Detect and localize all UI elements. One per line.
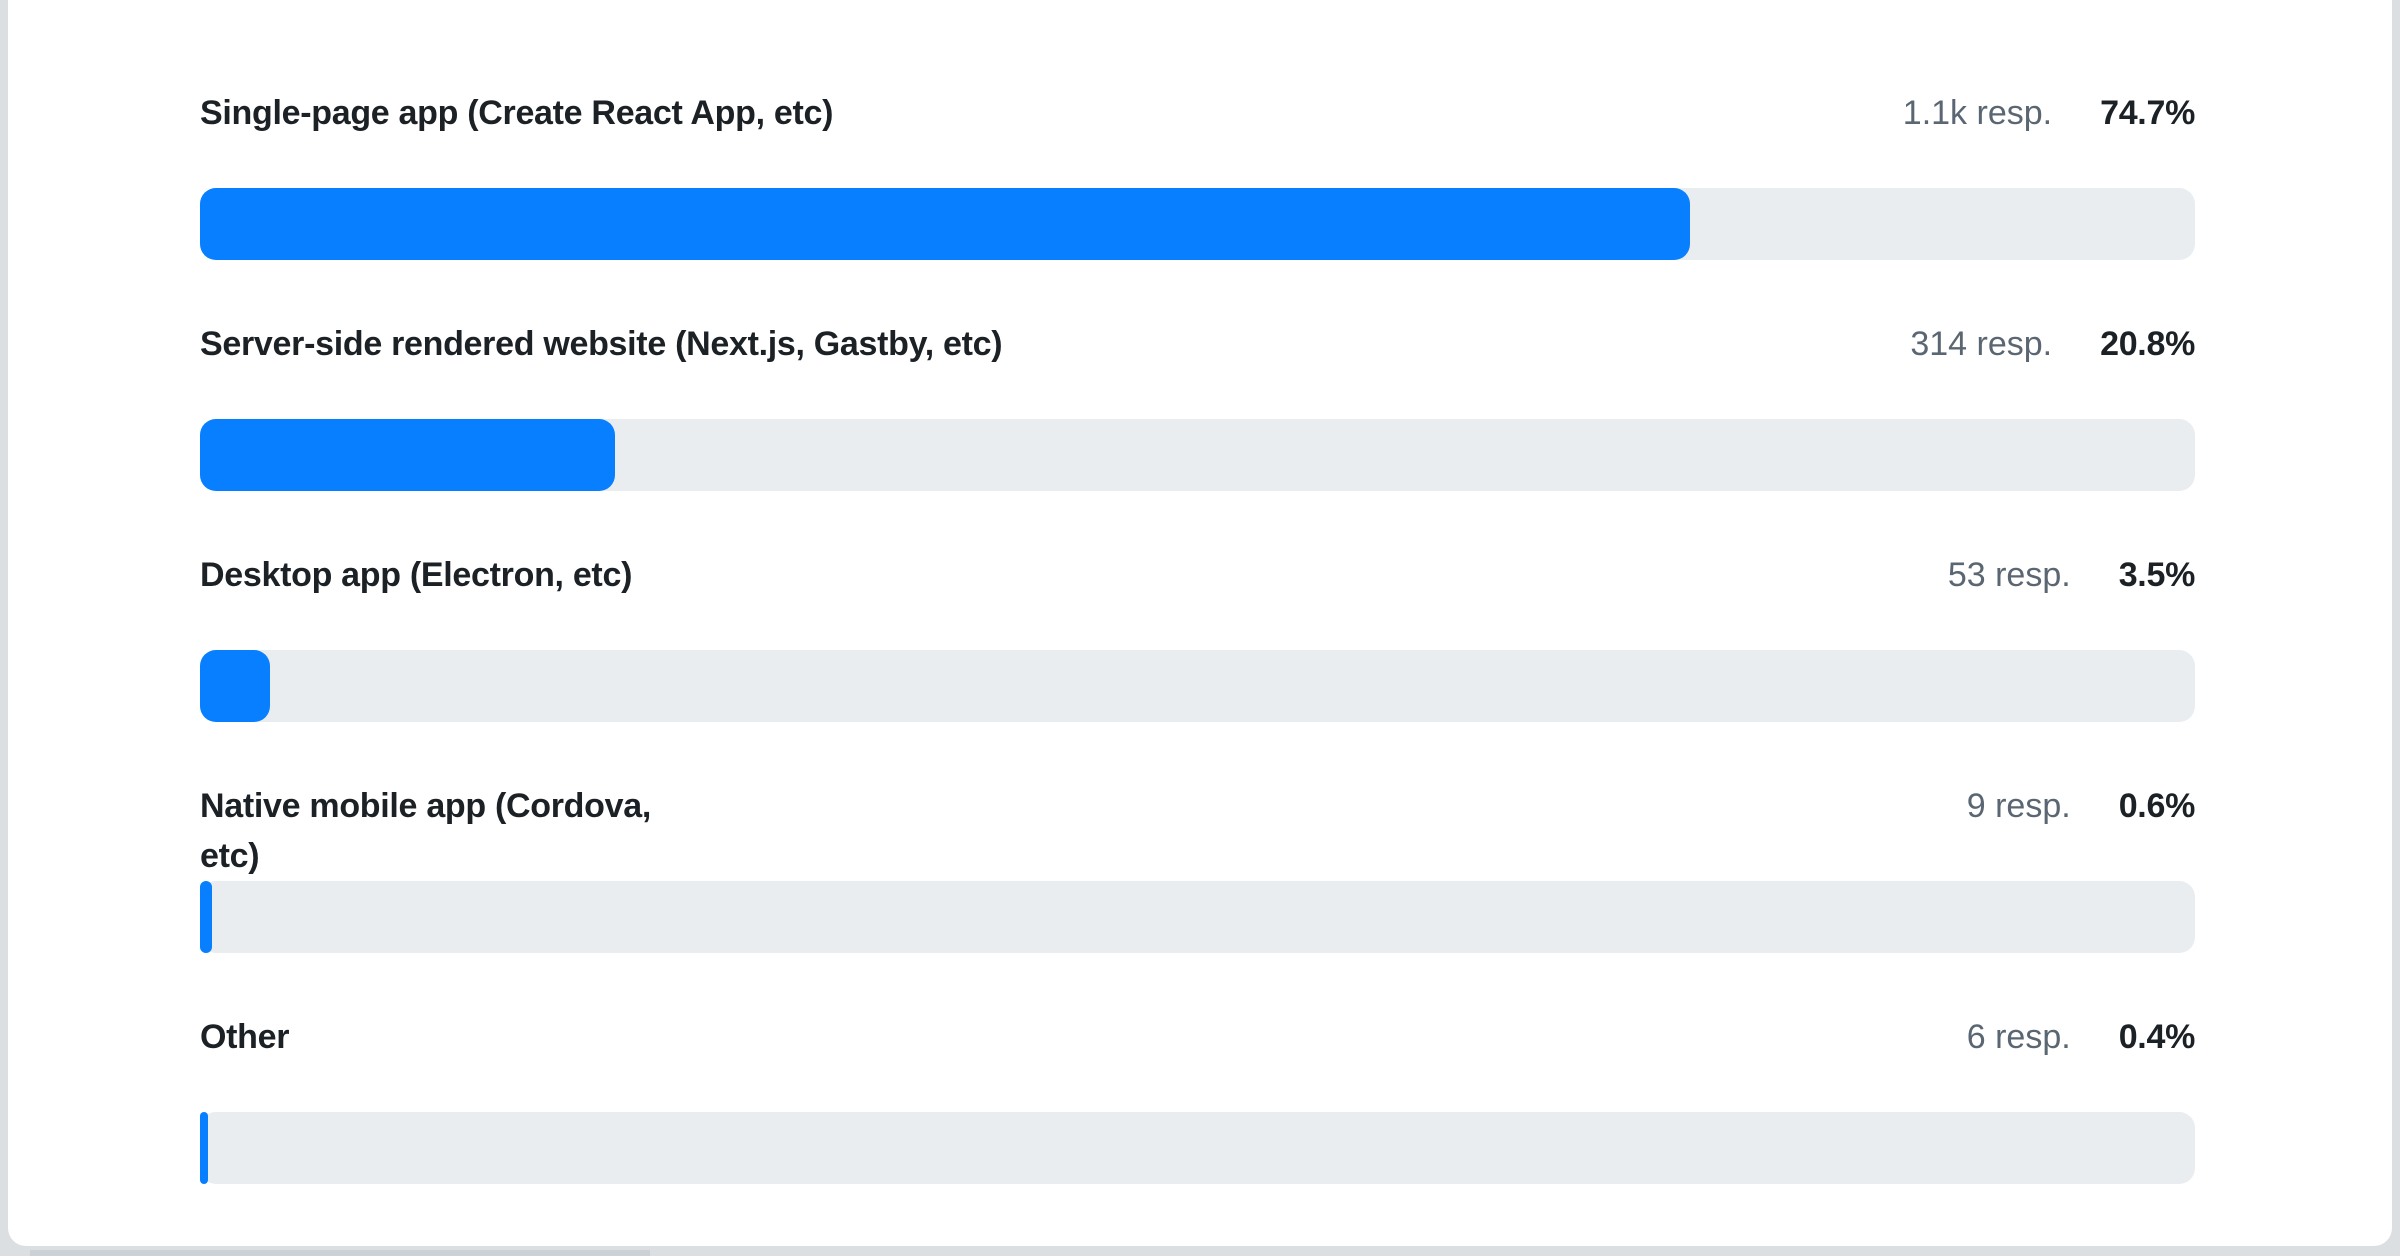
row-percent: 3.5% (2118, 556, 2196, 594)
row-stats: 314 resp. 20.8% (1910, 319, 2195, 369)
row-responses: 53 resp. (1947, 556, 2071, 594)
row-header: Desktop app (Electron, etc) 53 resp. 3.5… (200, 550, 2195, 600)
row-responses: 1.1k resp. (1902, 94, 2053, 132)
bar-fill (200, 650, 270, 722)
bar-row: Server-side rendered website (Next.js, G… (200, 319, 2195, 491)
bar-row: Other 6 resp. 0.4% (200, 1012, 2195, 1184)
row-responses: 314 resp. (1910, 325, 2053, 363)
survey-bar-chart: Single-page app (Create React App, etc) … (8, 0, 2392, 1246)
bar-fill (200, 419, 615, 491)
row-stats: 53 resp. 3.5% (1948, 550, 2195, 600)
bar-track (200, 419, 2195, 491)
row-header: Server-side rendered website (Next.js, G… (200, 319, 2195, 369)
row-percent: 74.7% (2100, 94, 2195, 132)
bar-track (200, 188, 2195, 260)
row-label: Desktop app (Electron, etc) (200, 556, 633, 594)
bar-row: Desktop app (Electron, etc) 53 resp. 3.5… (200, 550, 2195, 722)
bar-fill (200, 188, 1691, 260)
row-header: Other 6 resp. 0.4% (200, 1012, 2195, 1062)
bar-track (200, 1112, 2195, 1184)
chart-card: Single-page app (Create React App, etc) … (8, 0, 2392, 1246)
bar-fill (200, 1112, 208, 1184)
row-label: Native mobile app (Cordova, etc) (200, 787, 651, 875)
bar-track (200, 650, 2195, 722)
row-responses: 9 resp. (1966, 787, 2071, 825)
row-label: Other (200, 1018, 290, 1056)
partial-element-below-card (30, 1250, 650, 1256)
row-percent: 0.4% (2118, 1018, 2196, 1056)
bar-track (200, 881, 2195, 953)
row-label: Single-page app (Create React App, etc) (200, 94, 834, 132)
row-stats: 6 resp. 0.4% (1966, 1012, 2196, 1062)
bar-fill (200, 881, 212, 953)
row-percent: 0.6% (2118, 787, 2196, 825)
bar-row: Native mobile app (Cordova, etc) 9 resp.… (200, 781, 2195, 953)
bar-row: Single-page app (Create React App, etc) … (200, 88, 2195, 260)
row-label: Server-side rendered website (Next.js, G… (200, 325, 1003, 363)
row-percent: 20.8% (2100, 325, 2195, 363)
row-header: Native mobile app (Cordova, etc) 9 resp.… (200, 781, 2196, 875)
row-stats: 9 resp. 0.6% (1966, 781, 2196, 831)
row-stats: 1.1k resp. 74.7% (1902, 88, 2196, 138)
row-responses: 6 resp. (1966, 1018, 2071, 1056)
row-header: Single-page app (Create React App, etc) … (200, 88, 2195, 138)
